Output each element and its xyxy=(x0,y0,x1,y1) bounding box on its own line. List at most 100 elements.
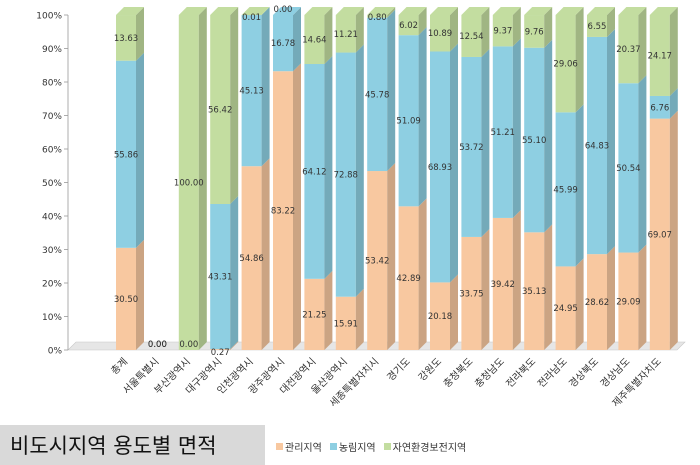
bar-segment-1-11 xyxy=(461,56,482,237)
bar-segment-2-13 xyxy=(524,15,545,48)
bar-segment-0-6 xyxy=(304,278,325,350)
bar-top-10 xyxy=(430,7,458,15)
legend-item-conservation: 자연환경보전지역 xyxy=(383,439,467,454)
legend-label-conservation: 자연환경보전지역 xyxy=(392,442,467,454)
bar-side-1-9 xyxy=(418,27,427,207)
y-tick-label: 30% xyxy=(42,246,62,256)
category-label-12: 충청남도 xyxy=(472,356,507,391)
bar-side-2-15 xyxy=(607,7,615,37)
bar-segment-2-16 xyxy=(618,15,639,84)
value-label-2-11: 12.54 xyxy=(459,32,483,42)
legend-label-agriculture-forest: 농림지역 xyxy=(338,442,376,454)
bar-side-1-4 xyxy=(261,7,270,167)
bar-segment-1-14 xyxy=(555,112,576,267)
stacked-bar-chart: 0% 10% 20% 30% 40% 50% 60% 70% 80% 90% 100% 30.50 55… xyxy=(36,5,686,410)
bar-top-4 xyxy=(241,7,270,15)
bar-segment-0-15 xyxy=(587,254,607,350)
value-label-1-10: 68.93 xyxy=(428,163,452,173)
value-label-0-13: 35.13 xyxy=(522,287,546,297)
y-tick-label: 20% xyxy=(42,280,62,290)
value-label-1-11: 53.72 xyxy=(459,143,483,153)
bar-side-1-3 xyxy=(230,196,239,350)
bar-side-0-13 xyxy=(544,224,553,350)
bar-side-1-17 xyxy=(669,87,678,119)
value-label-0-5: 83.22 xyxy=(271,207,295,217)
value-label-0-9: 42.89 xyxy=(396,274,420,284)
bar-side-2-2 xyxy=(198,7,207,350)
value-label-0-14: 24.95 xyxy=(553,304,577,314)
bar-segment-1-16 xyxy=(618,83,639,253)
bar-segment-0-7 xyxy=(335,296,356,350)
bar-side-1-13 xyxy=(544,39,553,233)
value-label-1-4: 45.13 xyxy=(239,87,263,97)
bar-top-16 xyxy=(618,7,647,15)
bar-side-0-6 xyxy=(324,270,333,350)
value-label-2-12: 9.37 xyxy=(493,27,512,37)
bar-segment-2-14 xyxy=(555,15,576,113)
bar-segment-2-7 xyxy=(335,15,356,53)
value-label-2-15: 6.55 xyxy=(588,22,607,32)
bar-segment-0-10 xyxy=(430,282,450,350)
chart-caption-box: 비도시지역 용도별 면적 xyxy=(0,425,265,465)
value-label-0-7: 15.91 xyxy=(334,319,358,329)
value-label-0-12: 39.42 xyxy=(491,280,515,290)
bar-side-1-8 xyxy=(387,9,396,172)
bar-side-2-10 xyxy=(450,7,458,52)
bar-segment-1-8 xyxy=(367,17,388,172)
bar-segment-2-15 xyxy=(587,15,607,37)
bar-side-0-15 xyxy=(607,246,615,350)
value-label-1-12: 51.21 xyxy=(491,128,515,138)
value-label-0-8: 53.42 xyxy=(365,257,389,267)
legend-item-agriculture-forest: 농림지역 xyxy=(329,439,376,454)
chart-title: 비도시지역 용도별 면적 xyxy=(10,434,217,458)
bar-top-17 xyxy=(649,7,678,15)
value-label-1-5: 16.78 xyxy=(271,39,295,49)
bar-segment-0-12 xyxy=(492,217,513,350)
bar-segment-1-6 xyxy=(304,64,325,279)
bar-segment-1-12 xyxy=(492,46,513,218)
value-label-0-0: 30.50 xyxy=(114,295,138,305)
category-label-15: 경상북도 xyxy=(566,355,601,390)
bar-side-0-10 xyxy=(450,274,458,350)
bar-segment-0-14 xyxy=(555,266,576,350)
bar-segment-0-11 xyxy=(461,236,482,350)
value-label-1-13: 55.10 xyxy=(522,136,546,146)
bar-top-2 xyxy=(178,7,207,15)
bar-top-5 xyxy=(273,7,301,15)
legend-item-management: 관리지역 xyxy=(276,439,322,454)
bar-side-1-15 xyxy=(607,28,615,255)
y-tick-label: 50% xyxy=(42,179,62,189)
value-label-0-1: 0.00 xyxy=(148,340,167,350)
value-label-2-4: 0.01 xyxy=(242,13,261,23)
bar-side-2-6 xyxy=(324,6,333,65)
bar-segment-0-4 xyxy=(241,166,262,350)
bar-side-0-3 xyxy=(230,341,239,350)
bar-top-11 xyxy=(461,6,490,15)
category-label-13: 전라북도 xyxy=(504,356,539,391)
value-label-2-13: 9.76 xyxy=(525,27,544,37)
bar-top-3 xyxy=(210,7,239,15)
value-label-1-3: 43.31 xyxy=(208,273,232,283)
value-label-2-2: 100.00 xyxy=(174,179,204,189)
bar-top-12 xyxy=(492,7,521,15)
bar-side-2-12 xyxy=(512,7,521,47)
bar-segment-2-12 xyxy=(492,15,513,47)
bar-top-8 xyxy=(367,7,396,15)
value-label-1-15: 64.83 xyxy=(585,142,609,152)
bar-side-2-7 xyxy=(355,7,364,53)
bar-segment-2-3 xyxy=(210,15,231,205)
y-tick-label: 100% xyxy=(36,12,62,22)
value-label-0-11: 33.75 xyxy=(459,289,483,299)
bar-side-2-3 xyxy=(230,7,239,205)
chart-legend: 관리지역 농림지역 자연환경보전지역 xyxy=(276,438,474,454)
bar-side-0-9 xyxy=(418,198,427,350)
bar-segment-0-3 xyxy=(210,349,231,350)
bar-segment-0-16 xyxy=(618,252,639,350)
legend-swatch-conservation xyxy=(383,442,391,450)
category-label-10: 강원도 xyxy=(416,356,444,384)
bar-segment-1-9 xyxy=(398,35,419,207)
value-label-1-0: 55.86 xyxy=(114,150,138,160)
bar-top-15 xyxy=(587,7,615,15)
bar-side-2-17 xyxy=(669,7,678,96)
bar-side-0-7 xyxy=(355,288,364,350)
